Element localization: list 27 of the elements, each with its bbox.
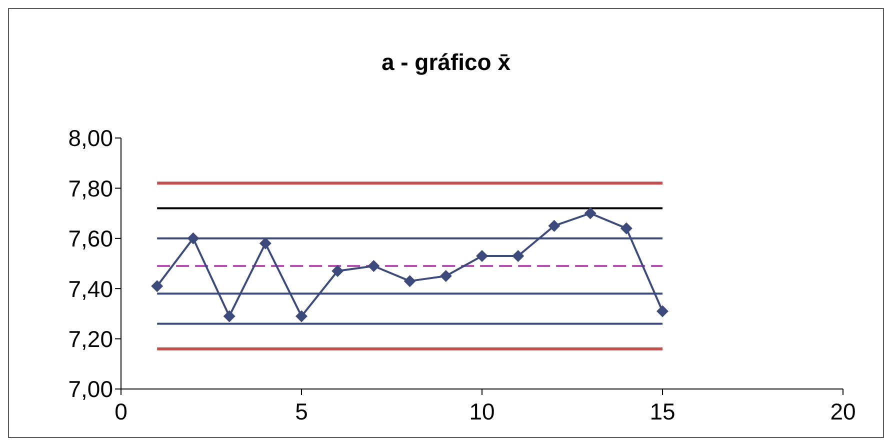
x-tick-label: 10 (469, 398, 495, 424)
y-tick-label: 7,00 (68, 376, 113, 402)
x-tick-label: 20 (830, 398, 856, 424)
point (296, 310, 308, 322)
y-tick-label: 7,60 (68, 226, 113, 252)
point (404, 275, 416, 288)
point (476, 250, 488, 262)
point (548, 220, 560, 232)
point (259, 237, 272, 250)
point (440, 270, 452, 282)
point (151, 280, 164, 292)
point (620, 222, 632, 234)
point (512, 250, 524, 262)
x-tick-label: 15 (650, 398, 676, 424)
point (223, 310, 236, 322)
y-tick-label: 8,00 (68, 125, 113, 152)
point (584, 207, 596, 220)
chart-title: a - gráfico x̄ (380, 49, 512, 76)
x-tick-label: 5 (295, 398, 308, 424)
y-tick-label: 7,40 (68, 276, 113, 302)
point (368, 260, 380, 272)
y-tick-label: 7,20 (68, 326, 113, 352)
y-tick-label: 7,80 (68, 175, 113, 202)
point (187, 232, 200, 244)
x-tick-label: 0 (114, 398, 128, 424)
point (656, 305, 668, 318)
point (332, 265, 344, 278)
